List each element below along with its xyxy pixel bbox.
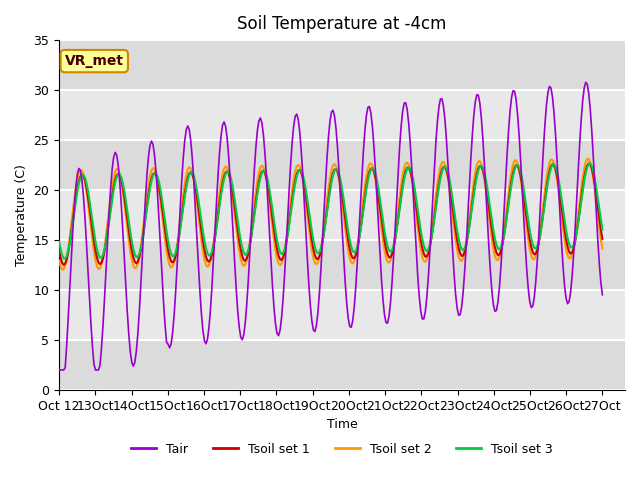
Bar (59, 140, 625, 190)
Tsoil set 2 (58, 267, 66, 273)
Tsoil set 1 (570, 246, 577, 252)
Tsoil set 2 (598, 246, 606, 252)
Title: Soil Temperature at -4cm: Soil Temperature at -4cm (237, 15, 447, 33)
Line: Tsoil set 2: Tsoil set 2 (59, 159, 602, 270)
Tair (244, 277, 252, 283)
Tsoil set 3 (246, 241, 253, 247)
Tsoil set 1 (585, 160, 593, 166)
Tsoil set 3 (124, 207, 131, 213)
Tsoil set 3 (586, 161, 594, 167)
Tsoil set 3 (294, 169, 302, 175)
Tsoil set 2 (55, 258, 63, 264)
Tsoil set 2 (294, 162, 302, 168)
Tsoil set 3 (61, 256, 69, 262)
Tsoil set 3 (55, 239, 63, 245)
Tsoil set 3 (570, 242, 577, 248)
Line: Tsoil set 1: Tsoil set 1 (59, 163, 602, 265)
Tsoil set 1 (294, 168, 302, 173)
Tsoil set 3 (237, 238, 244, 243)
Bar (59, 40, 625, 90)
Tsoil set 1 (124, 216, 131, 221)
Tsoil set 1 (237, 247, 244, 252)
Tsoil set 2 (246, 239, 253, 244)
Line: Tsoil set 3: Tsoil set 3 (59, 164, 602, 259)
Tsoil set 1 (598, 236, 606, 242)
Tsoil set 1 (55, 248, 63, 254)
Tsoil set 2 (237, 256, 244, 262)
Tsoil set 2 (219, 171, 227, 177)
Tsoil set 3 (598, 227, 606, 233)
Tsoil set 1 (246, 243, 253, 249)
Tsoil set 2 (584, 156, 591, 162)
Line: Tair: Tair (59, 82, 602, 370)
Text: VR_met: VR_met (65, 54, 124, 68)
Tair (568, 274, 576, 279)
Y-axis label: Temperature (C): Temperature (C) (15, 164, 28, 266)
Tsoil set 1 (60, 262, 68, 268)
X-axis label: Time: Time (326, 418, 358, 431)
Tsoil set 2 (570, 245, 577, 251)
Tair (122, 282, 129, 288)
Tair (236, 324, 243, 330)
Tair (55, 367, 63, 373)
Tair (598, 292, 606, 298)
Tsoil set 3 (219, 183, 227, 189)
Legend: Tair, Tsoil set 1, Tsoil set 2, Tsoil set 3: Tair, Tsoil set 1, Tsoil set 2, Tsoil se… (126, 438, 558, 461)
Tair (582, 79, 589, 85)
Tair (217, 132, 225, 138)
Bar (59, 340, 625, 390)
Tsoil set 2 (124, 225, 131, 231)
Bar (59, 240, 625, 290)
Tair (293, 111, 301, 117)
Tsoil set 1 (219, 180, 227, 186)
